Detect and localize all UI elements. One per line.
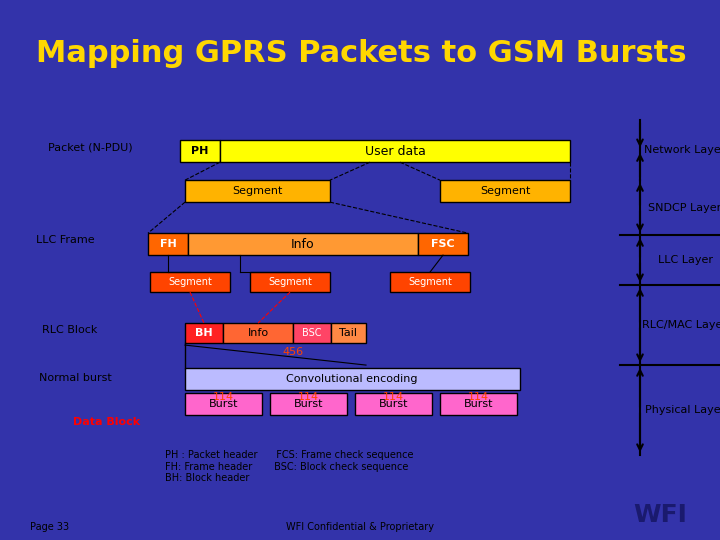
Text: LLC Layer: LLC Layer [657,255,713,265]
FancyBboxPatch shape [440,393,517,415]
Text: BSC: BSC [302,328,322,338]
FancyBboxPatch shape [250,272,330,292]
Text: Convolutional encoding: Convolutional encoding [287,374,418,384]
FancyBboxPatch shape [418,233,468,255]
Text: 456: 456 [282,347,304,357]
Text: Burst: Burst [294,399,323,409]
Text: Physical Layer: Physical Layer [645,405,720,415]
Text: Segment: Segment [268,277,312,287]
Text: RLC/MAC Layer: RLC/MAC Layer [642,320,720,330]
FancyBboxPatch shape [440,180,570,202]
FancyBboxPatch shape [223,323,293,343]
FancyBboxPatch shape [185,393,262,415]
FancyBboxPatch shape [390,272,470,292]
FancyBboxPatch shape [185,368,520,390]
Text: Segment: Segment [232,186,282,196]
FancyBboxPatch shape [293,323,331,343]
FancyBboxPatch shape [185,323,223,343]
Text: Mapping GPRS Packets to GSM Bursts: Mapping GPRS Packets to GSM Bursts [36,39,687,68]
Text: Info: Info [248,328,269,338]
Text: 114: 114 [383,392,404,402]
Text: Page 33: Page 33 [30,522,69,532]
Text: User data: User data [364,145,426,158]
Text: Info: Info [291,238,315,251]
Text: BH: BH [195,328,213,338]
Text: Burst: Burst [379,399,408,409]
Text: SNDCP Layer: SNDCP Layer [649,203,720,213]
FancyBboxPatch shape [180,140,220,162]
Text: FH: FH [160,239,176,249]
FancyBboxPatch shape [188,233,418,255]
Text: Segment: Segment [408,277,452,287]
Text: Normal burst: Normal burst [39,373,112,383]
FancyBboxPatch shape [148,233,188,255]
Text: Packet (N-PDU): Packet (N-PDU) [48,142,132,152]
Text: 114: 114 [213,392,234,402]
Text: 114: 114 [298,392,319,402]
FancyBboxPatch shape [331,323,366,343]
FancyBboxPatch shape [150,272,230,292]
Text: Tail: Tail [339,328,357,338]
Text: 114: 114 [468,392,489,402]
Text: Segment: Segment [168,277,212,287]
Text: Data Block: Data Block [73,417,140,427]
FancyBboxPatch shape [270,393,347,415]
FancyBboxPatch shape [185,180,330,202]
Text: FSC: FSC [431,239,455,249]
Text: Burst: Burst [209,399,238,409]
Text: PH: PH [192,146,209,156]
Text: WFI Confidential & Proprietary: WFI Confidential & Proprietary [286,522,434,532]
Text: RLC Block: RLC Block [42,325,98,335]
Text: Segment: Segment [480,186,530,196]
Text: PH : Packet header      FCS: Frame check sequence
FH: Frame header       BSC: Bl: PH : Packet header FCS: Frame check sequ… [165,450,413,483]
FancyBboxPatch shape [220,140,570,162]
Text: Burst: Burst [464,399,493,409]
Text: Network Layer: Network Layer [644,145,720,155]
Text: LLC Frame: LLC Frame [36,235,94,245]
FancyBboxPatch shape [355,393,432,415]
Text: WFI: WFI [633,503,687,527]
